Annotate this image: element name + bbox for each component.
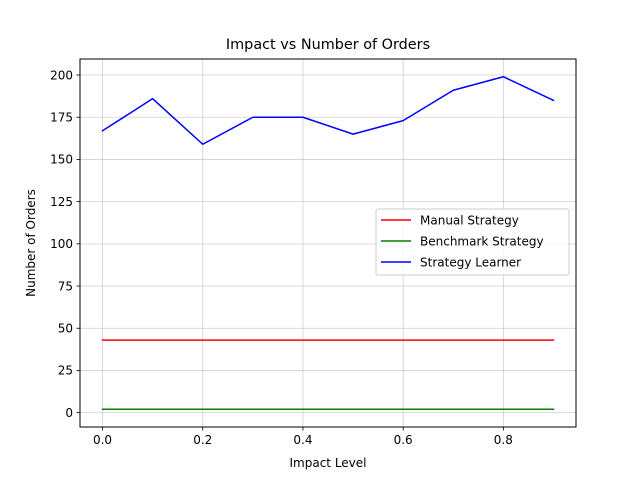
x-tick-label: 0.8 [494,433,513,447]
y-tick-label: 0 [65,406,73,420]
x-tick-label: 0.0 [93,433,112,447]
y-axis-label: Number of Orders [24,189,38,297]
y-tick-label: 25 [58,364,73,378]
y-tick-label: 75 [58,279,73,293]
y-tick-label: 50 [58,322,73,336]
y-tick-label: 175 [50,111,73,125]
legend: Manual Strategy Benchmark Strategy Strateg… [375,208,570,276]
x-axis-label: Impact Level [290,456,367,470]
x-axis-ticks: 0.0 0.2 0.4 0.6 0.8 [93,427,513,447]
series-lines [101,75,555,411]
y-axis-ticks: 0 25 50 75 100 125 150 175 200 [50,68,80,420]
legend-box [375,208,570,276]
x-tick-label: 0.2 [193,433,212,447]
legend-label: Benchmark Strategy [420,234,544,248]
plot-frame [79,58,577,428]
y-tick-label: 125 [50,195,73,209]
y-tick-label: 100 [50,237,73,251]
legend-label: Strategy Learner [420,255,521,269]
series-line-3 [101,75,555,145]
legend-label: Manual Strategy [420,213,519,227]
chart-title: Impact vs Number of Orders [226,37,430,53]
y-tick-label: 150 [50,153,73,167]
y-tick-label: 200 [50,68,73,82]
x-tick-label: 0.4 [293,433,312,447]
x-tick-label: 0.6 [394,433,413,447]
